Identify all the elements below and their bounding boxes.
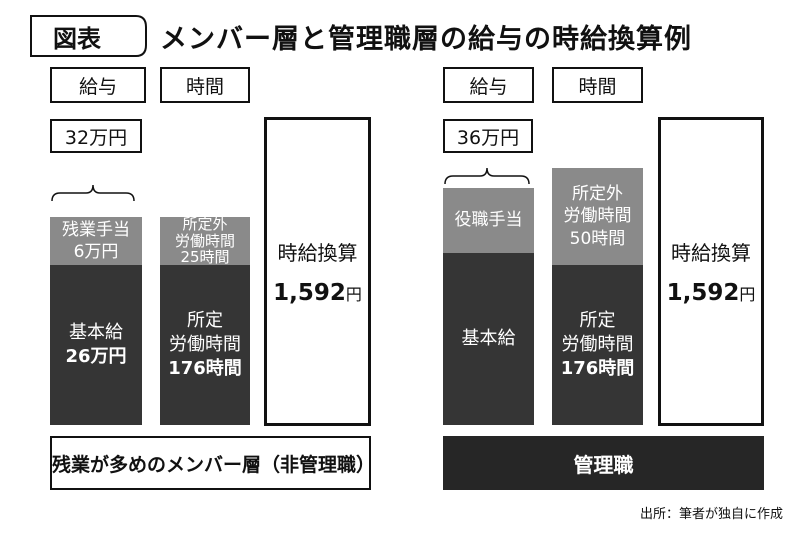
left-overtime-allowance-amount: 6万円 xyxy=(73,242,119,262)
left-overtime-hours-segment: 所定外 労働時間 25時間 xyxy=(160,215,250,267)
left-hourly-rate-label: 時給換算 xyxy=(277,241,358,265)
left-salary-header: 給与 xyxy=(50,67,146,103)
right-base-salary-label: 基本給 xyxy=(461,327,516,349)
right-overtime-hours-line1: 所定外 xyxy=(572,184,623,205)
left-regular-hours-line1: 所定 xyxy=(187,309,223,331)
figure-label: 図表 xyxy=(30,15,150,57)
left-regular-hours-value: 176時間 xyxy=(168,358,242,380)
left-brace xyxy=(51,184,135,202)
right-hourly-rate-box: 時給換算 1,592円 xyxy=(658,117,764,426)
right-hourly-rate-label: 時給換算 xyxy=(671,241,751,265)
right-salary-total: 36万円 xyxy=(443,119,533,153)
left-overtime-hours-value: 25時間 xyxy=(180,248,230,267)
right-position-allowance-segment: 役職手当 xyxy=(443,188,534,253)
left-overtime-hours-line1: 所定外 xyxy=(182,215,228,234)
left-base-salary-amount: 26万円 xyxy=(65,346,127,367)
left-overtime-allowance-label: 残業手当 xyxy=(62,219,130,240)
figure-label-bracket xyxy=(122,15,147,57)
right-regular-hours-segment: 所定 労働時間 176時間 xyxy=(552,265,643,425)
right-time-header: 時間 xyxy=(552,67,643,103)
left-base-salary-label: 基本給 xyxy=(69,321,123,343)
right-base-salary-segment: 基本給 xyxy=(443,253,534,425)
left-overtime-allowance-segment: 残業手当 6万円 xyxy=(50,217,142,265)
left-footer-caption: 残業が多めのメンバー層（非管理職） xyxy=(50,436,375,490)
page-title: メンバー層と管理職層の給与の時給換算例 xyxy=(160,23,692,55)
left-hourly-rate-box: 時給換算 1,592円 xyxy=(264,117,371,426)
right-hourly-rate-value: 1,592 xyxy=(666,280,740,306)
right-regular-hours-value: 176時間 xyxy=(560,358,635,380)
right-salary-header: 給与 xyxy=(443,67,534,103)
right-position-allowance-label: 役職手当 xyxy=(454,210,523,231)
right-overtime-hours-segment: 所定外 労働時間 50時間 xyxy=(552,168,643,265)
left-regular-hours-segment: 所定 労働時間 176時間 xyxy=(160,265,250,425)
right-footer-caption: 管理職 xyxy=(443,436,764,490)
left-hourly-rate-unit: 円 xyxy=(345,285,362,304)
right-overtime-hours-value: 50時間 xyxy=(569,228,626,249)
left-time-header: 時間 xyxy=(160,67,250,103)
right-regular-hours-line1: 所定 xyxy=(579,309,616,331)
source-note: 出所：筆者が独自に作成 xyxy=(639,507,783,522)
left-overtime-hours-line2: 労働時間 xyxy=(174,231,235,250)
left-regular-hours-line2: 労働時間 xyxy=(169,333,241,355)
figure-label-text: 図表 xyxy=(30,15,122,57)
right-brace xyxy=(444,167,530,185)
left-hourly-rate-value: 1,592 xyxy=(273,280,346,306)
left-base-salary-segment: 基本給 26万円 xyxy=(50,265,142,425)
right-regular-hours-line2: 労働時間 xyxy=(561,333,634,355)
right-hourly-rate-value-line: 1,592円 xyxy=(667,280,756,306)
right-hourly-rate-unit: 円 xyxy=(739,285,756,304)
left-hourly-rate-value-line: 1,592円 xyxy=(273,280,362,306)
right-overtime-hours-line2: 労働時間 xyxy=(563,206,632,227)
left-salary-total: 32万円 xyxy=(50,119,142,153)
